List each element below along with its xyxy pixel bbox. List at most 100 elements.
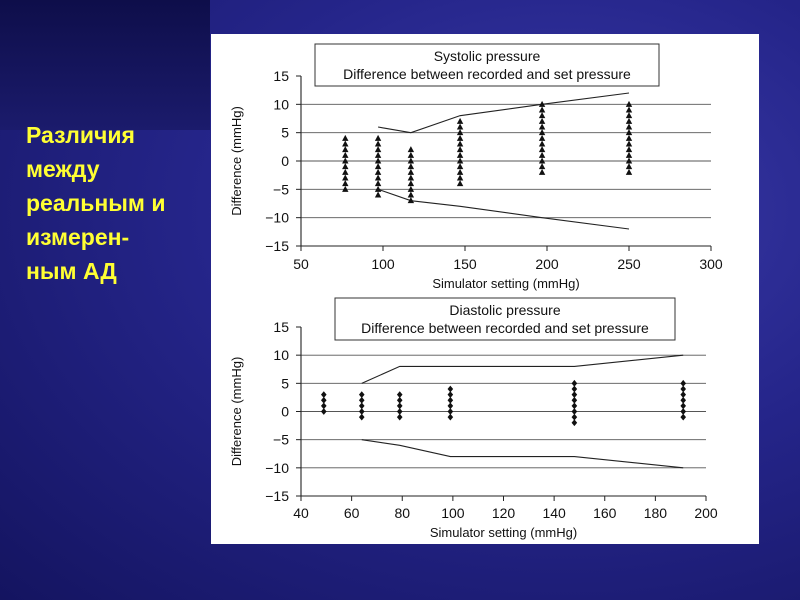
chart1-data-point bbox=[538, 140, 546, 147]
chart2-x-tick-label: 200 bbox=[694, 505, 718, 521]
chart1-data-point bbox=[625, 157, 633, 164]
chart1-data-point bbox=[342, 157, 349, 164]
chart1-x-tick-label: 50 bbox=[293, 256, 309, 272]
chart2-x-tick-label: 180 bbox=[644, 505, 668, 521]
chart1-title: Systolic pressure bbox=[434, 48, 541, 64]
chart1-data-point bbox=[374, 185, 382, 192]
chart1-data-point bbox=[342, 140, 349, 147]
chart2-y-axis-label: Difference (mmHg) bbox=[229, 357, 244, 467]
slide-caption: Различия между реальным и измерен- ным А… bbox=[26, 118, 211, 288]
chart2-data-point bbox=[447, 408, 454, 415]
chart1-data-point bbox=[625, 117, 633, 124]
chart1-x-tick-label: 200 bbox=[535, 256, 559, 272]
chart1-data-point bbox=[407, 151, 415, 158]
chart2-data-point bbox=[396, 391, 403, 398]
chart1-data-point bbox=[538, 100, 546, 107]
chart1-data-point bbox=[342, 151, 349, 158]
chart1-data-point bbox=[456, 151, 464, 158]
chart1-lower-limit-line bbox=[377, 188, 630, 230]
chart2-data-point bbox=[571, 385, 578, 393]
chart1-y-tick-label: 15 bbox=[273, 68, 289, 84]
caption-line-5: ным АД bbox=[26, 258, 117, 284]
caption-line-4: измерен- bbox=[26, 224, 130, 250]
chart1-data-point bbox=[538, 134, 546, 141]
chart1-data-point bbox=[625, 151, 633, 158]
chart2-data-point bbox=[320, 402, 327, 410]
chart1-data-point bbox=[456, 129, 464, 136]
chart1-data-point bbox=[625, 100, 633, 107]
chart1-data-point bbox=[625, 146, 633, 153]
chart1-data-point bbox=[625, 106, 633, 113]
chart1-y-axis-label: Difference (mmHg) bbox=[229, 106, 244, 216]
chart2-data-point bbox=[358, 402, 365, 410]
chart1-y-tick-label: 10 bbox=[273, 96, 289, 112]
chart2-data-point bbox=[447, 402, 454, 410]
chart1-data-point bbox=[538, 112, 546, 119]
chart2-x-tick-label: 160 bbox=[593, 505, 617, 521]
chart2-data-point bbox=[358, 391, 365, 398]
chart1-data-point bbox=[456, 163, 464, 170]
chart2-lower-limit-line bbox=[361, 439, 684, 469]
chart1-data-point bbox=[407, 168, 415, 175]
chart1-data-point bbox=[374, 168, 382, 175]
chart1-data-point bbox=[456, 140, 464, 147]
chart1-data-point bbox=[407, 197, 415, 204]
chart2-data-point bbox=[396, 402, 403, 410]
chart1-data-point bbox=[374, 146, 382, 153]
chart1-x-tick-label: 300 bbox=[699, 256, 723, 272]
chart1-data-point bbox=[456, 180, 464, 187]
chart1-data-point bbox=[538, 151, 546, 158]
chart1-upper-limit-line bbox=[377, 92, 630, 134]
chart1-data-point bbox=[538, 146, 546, 153]
chart2-y-tick-label: −5 bbox=[273, 432, 289, 448]
chart2-data-point bbox=[396, 413, 403, 421]
chart1-data-point bbox=[538, 106, 546, 113]
chart2-y-tick-label: −10 bbox=[265, 460, 289, 476]
chart2-data-point bbox=[680, 385, 687, 393]
chart1-data-point bbox=[456, 168, 464, 175]
chart-figure-panel: 15 10 5 0 −5 −10 −15 50 100 150 200 250 300 Simulator… bbox=[211, 34, 759, 544]
chart1-data-point bbox=[407, 163, 415, 170]
chart1-data-point bbox=[342, 168, 349, 175]
chart1-data-point bbox=[625, 129, 633, 136]
chart2-data-point bbox=[680, 396, 687, 404]
caption-line-2: между bbox=[26, 156, 100, 182]
chart1-data-point bbox=[625, 123, 633, 130]
chart1-data-point bbox=[407, 185, 415, 192]
chart1-data-point bbox=[407, 180, 415, 187]
chart2-y-tick-label: 5 bbox=[281, 375, 289, 391]
chart2-data-point bbox=[680, 408, 687, 415]
chart1-data-point bbox=[374, 140, 382, 147]
chart1-x-tick-label: 250 bbox=[617, 256, 641, 272]
chart2-data-point bbox=[447, 385, 454, 393]
chart2-upper-limit-line bbox=[361, 354, 684, 384]
chart2-data-point bbox=[396, 408, 403, 415]
chart2-y-tick-label: 15 bbox=[273, 319, 289, 335]
chart1-y-tick-label: −15 bbox=[265, 238, 289, 254]
chart1-data-point bbox=[374, 163, 382, 170]
chart2-x-tick-label: 140 bbox=[542, 505, 566, 521]
chart1-data-point bbox=[407, 146, 415, 153]
chart1-y-tick-label: −5 bbox=[273, 181, 289, 197]
chart1-data-point bbox=[456, 157, 464, 164]
chart1-x-tick-label: 100 bbox=[371, 256, 395, 272]
chart1-data-point bbox=[538, 163, 546, 170]
chart2-data-point bbox=[320, 391, 327, 398]
chart1-data-point bbox=[407, 174, 415, 181]
chart1-title-box bbox=[314, 43, 660, 87]
chart2-x-tick-label: 80 bbox=[394, 505, 410, 521]
chart2-x-axis-label: Simulator setting (mmHg) bbox=[430, 525, 577, 540]
chart2-data-point bbox=[447, 396, 454, 404]
chart1-data-point bbox=[538, 129, 546, 136]
chart1-data-point bbox=[374, 174, 382, 181]
chart2-data-point bbox=[320, 408, 327, 415]
chart1-data-point bbox=[342, 185, 349, 192]
chart2-data-point bbox=[447, 391, 454, 398]
chart1-data-point bbox=[538, 168, 546, 175]
chart2-x-tick-label: 40 bbox=[293, 505, 309, 521]
chart2-data-point bbox=[396, 396, 403, 404]
chart2-subtitle: Difference between recorded and set pres… bbox=[361, 320, 649, 336]
chart1-data-point bbox=[625, 168, 633, 175]
chart1-data-point bbox=[625, 140, 633, 147]
chart1-data-point bbox=[374, 157, 382, 164]
